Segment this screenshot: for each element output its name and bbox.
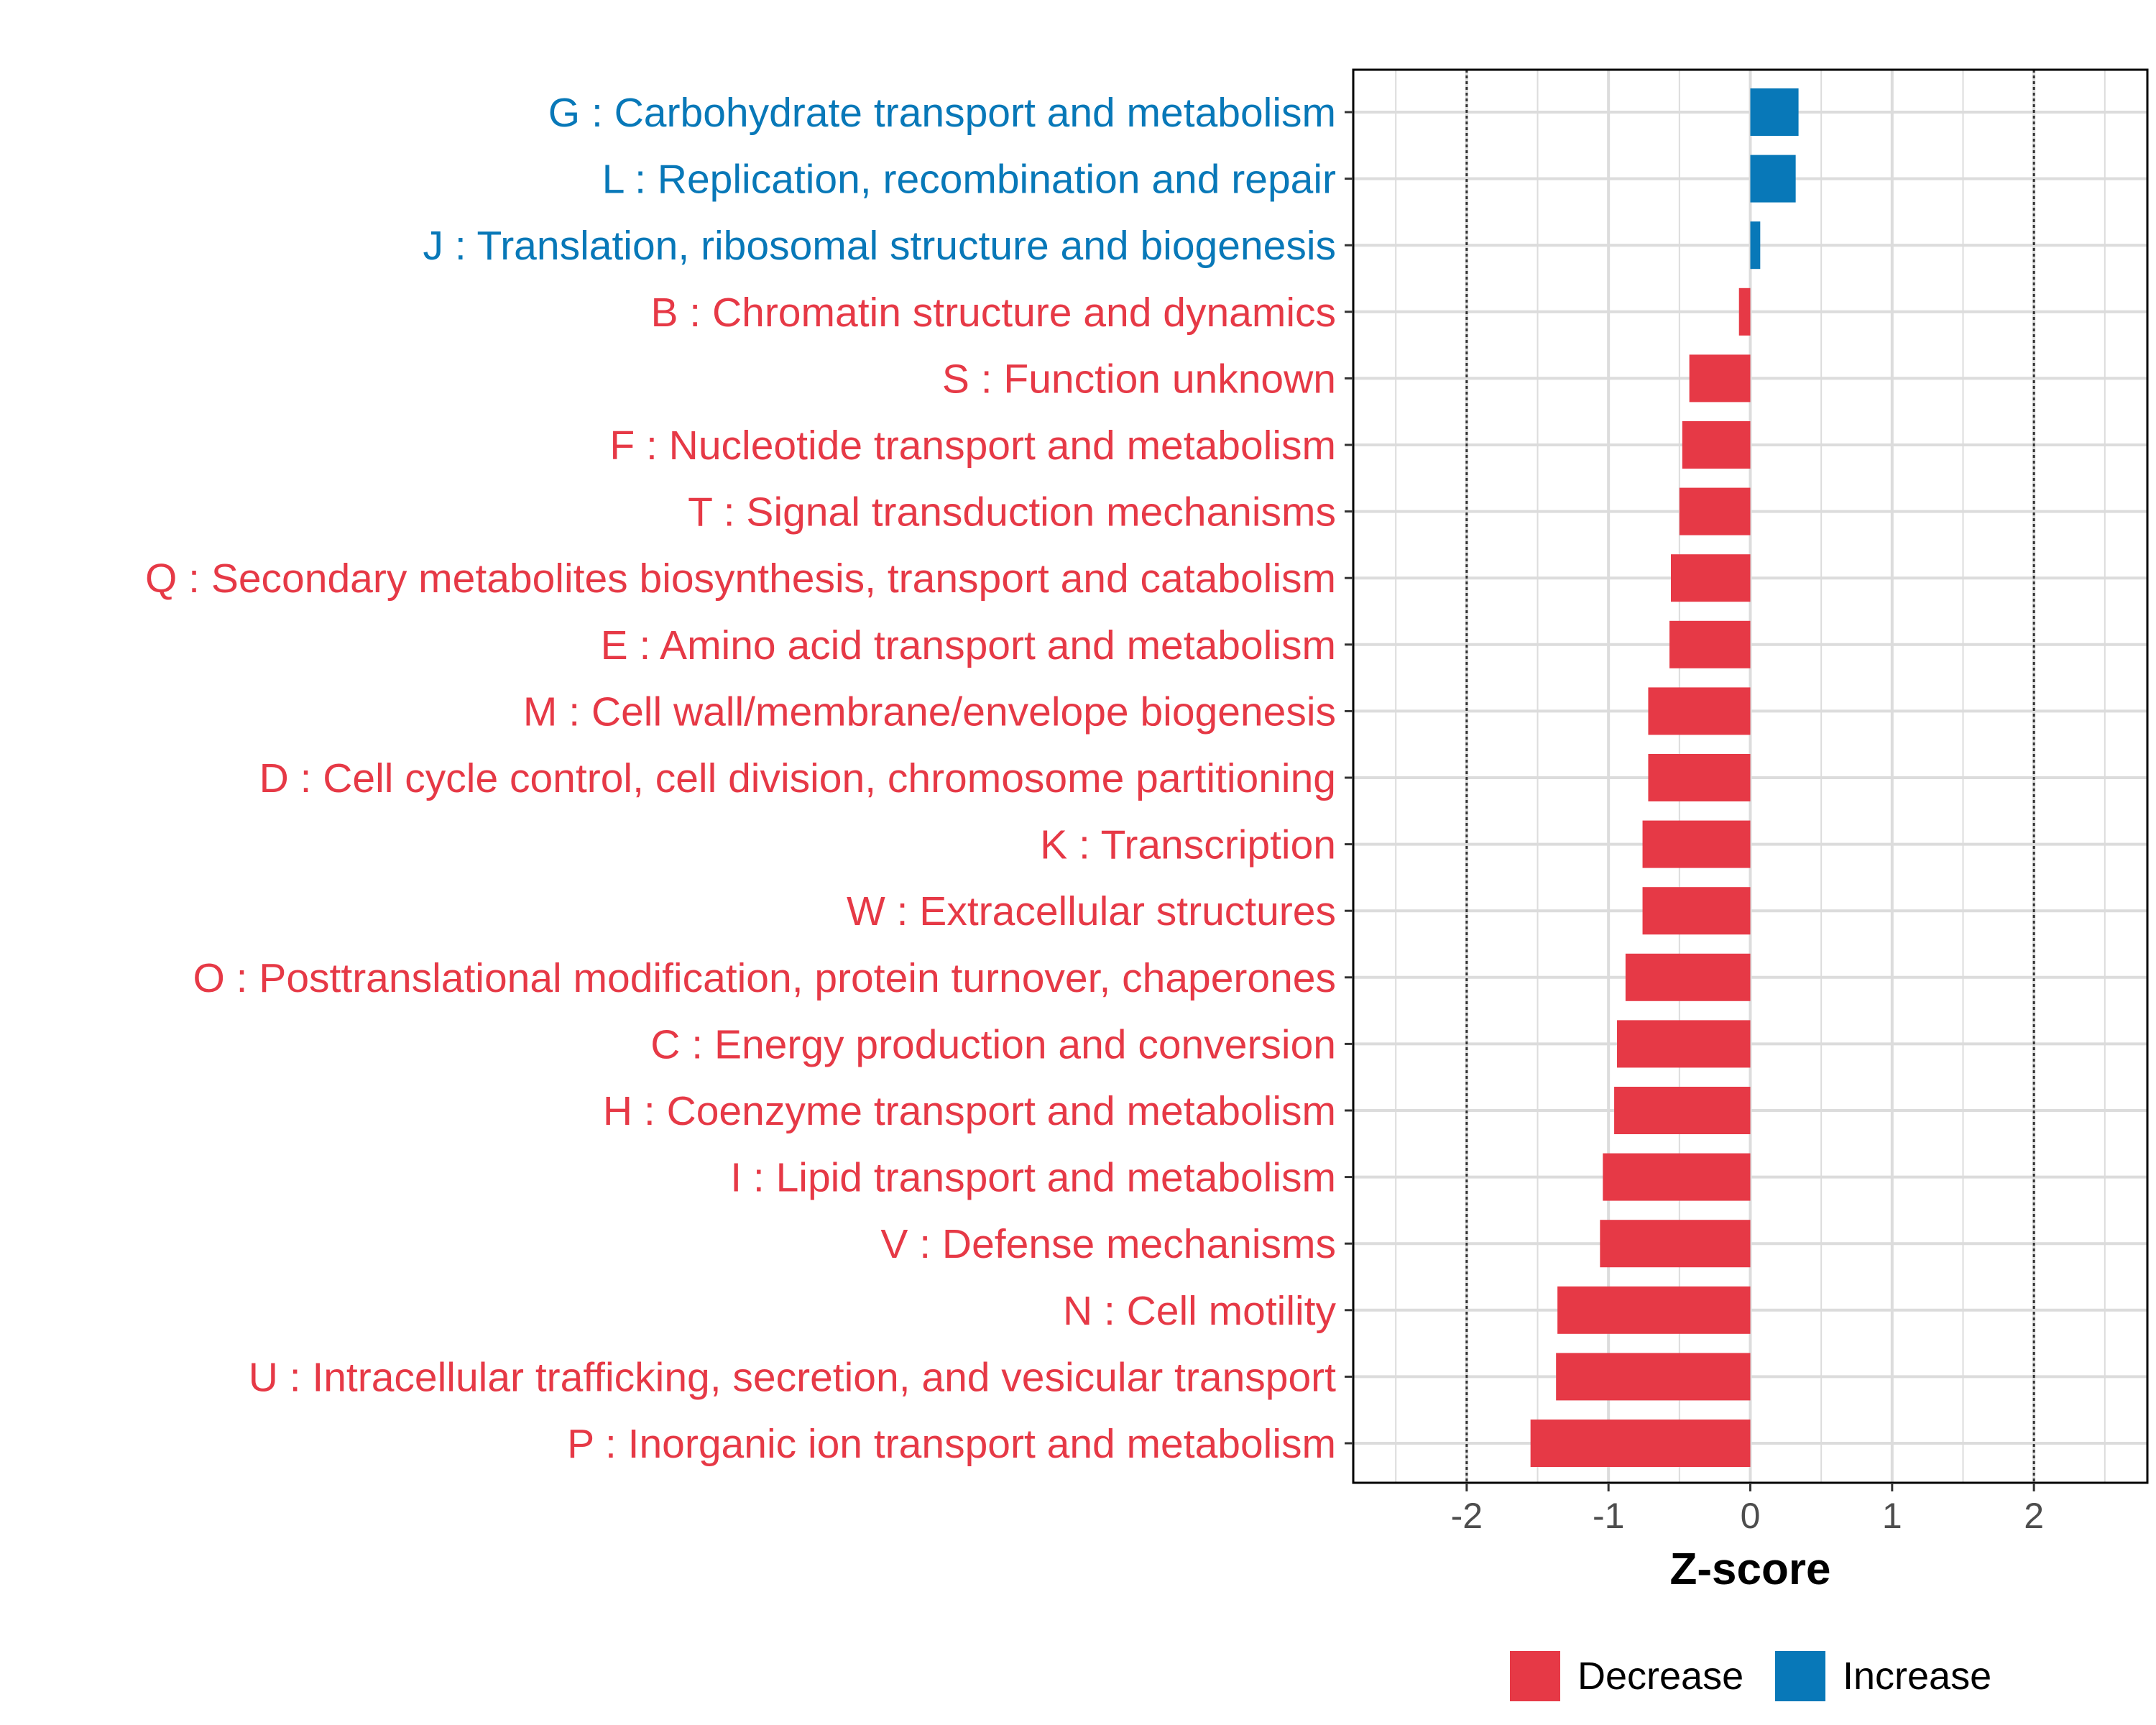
category-label: N : Cell motility — [1063, 1288, 1337, 1334]
x-tick-label: 2 — [2024, 1496, 2044, 1536]
category-label: U : Intracellular trafficking, secretion… — [249, 1354, 1336, 1400]
category-label: O : Posttranslational modification, prot… — [193, 955, 1336, 1001]
bars — [1530, 88, 1799, 1467]
bar — [1603, 1153, 1751, 1201]
legend-label-increase: Increase — [1843, 1655, 1991, 1698]
category-label: T : Signal transduction mechanisms — [688, 489, 1336, 535]
bar — [1617, 1020, 1751, 1068]
bar — [1679, 487, 1751, 535]
category-label: G : Carbohydrate transport and metabolis… — [548, 90, 1336, 136]
category-label: D : Cell cycle control, cell division, c… — [259, 755, 1336, 801]
bar — [1642, 887, 1751, 935]
x-tick-label: -2 — [1451, 1496, 1483, 1536]
legend-key-decrease — [1510, 1651, 1560, 1701]
category-label: B : Chromatin structure and dynamics — [650, 290, 1336, 336]
x-tick-label: -1 — [1593, 1496, 1624, 1536]
category-label: S : Function unknown — [942, 356, 1336, 402]
category-label: M : Cell wall/membrane/envelope biogenes… — [523, 689, 1336, 735]
x-tick-label: 1 — [1882, 1496, 1902, 1536]
category-label: L : Replication, recombination and repai… — [602, 157, 1336, 203]
bar — [1750, 221, 1761, 270]
legend: Decrease Increase — [1510, 1651, 1991, 1701]
category-label: Q : Secondary metabolites biosynthesis, … — [145, 556, 1336, 602]
category-label: E : Amino acid transport and metabolism — [601, 622, 1336, 668]
bar — [1738, 288, 1751, 336]
bar — [1625, 953, 1751, 1001]
bar — [1750, 88, 1799, 136]
category-label: V : Defense mechanisms — [880, 1221, 1336, 1267]
bar — [1614, 1087, 1751, 1134]
category-label: I : Lipid transport and metabolism — [730, 1155, 1336, 1201]
bar — [1669, 620, 1751, 668]
category-label: C : Energy production and conversion — [650, 1021, 1336, 1067]
category-label: H : Coenzyme transport and metabolism — [603, 1088, 1336, 1134]
x-axis-title: Z-score — [1670, 1545, 1831, 1594]
category-label: J : Translation, ribosomal structure and… — [423, 223, 1336, 269]
bar — [1556, 1353, 1751, 1401]
x-tick-label: 0 — [1741, 1496, 1761, 1536]
category-labels: G : Carbohydrate transport and metabolis… — [145, 90, 1337, 1467]
bar — [1648, 754, 1751, 801]
bar — [1750, 155, 1796, 203]
x-axis-ticks: -2 -1 0 1 2 — [1451, 1483, 2044, 1536]
bar — [1530, 1420, 1751, 1467]
category-label: P : Inorganic ion transport and metaboli… — [567, 1421, 1336, 1467]
bar — [1682, 421, 1751, 469]
bar — [1671, 554, 1751, 602]
legend-key-increase — [1775, 1651, 1825, 1701]
bar — [1600, 1220, 1751, 1268]
bar — [1689, 354, 1751, 402]
bar — [1557, 1286, 1751, 1334]
bar — [1642, 820, 1751, 868]
y-axis-ticks — [1345, 111, 1353, 1445]
category-label: F : Nucleotide transport and metabolism — [609, 423, 1336, 469]
category-label: K : Transcription — [1040, 822, 1336, 868]
bar — [1648, 687, 1751, 735]
legend-label-decrease: Decrease — [1577, 1655, 1743, 1698]
category-label: W : Extracellular structures — [847, 888, 1336, 934]
